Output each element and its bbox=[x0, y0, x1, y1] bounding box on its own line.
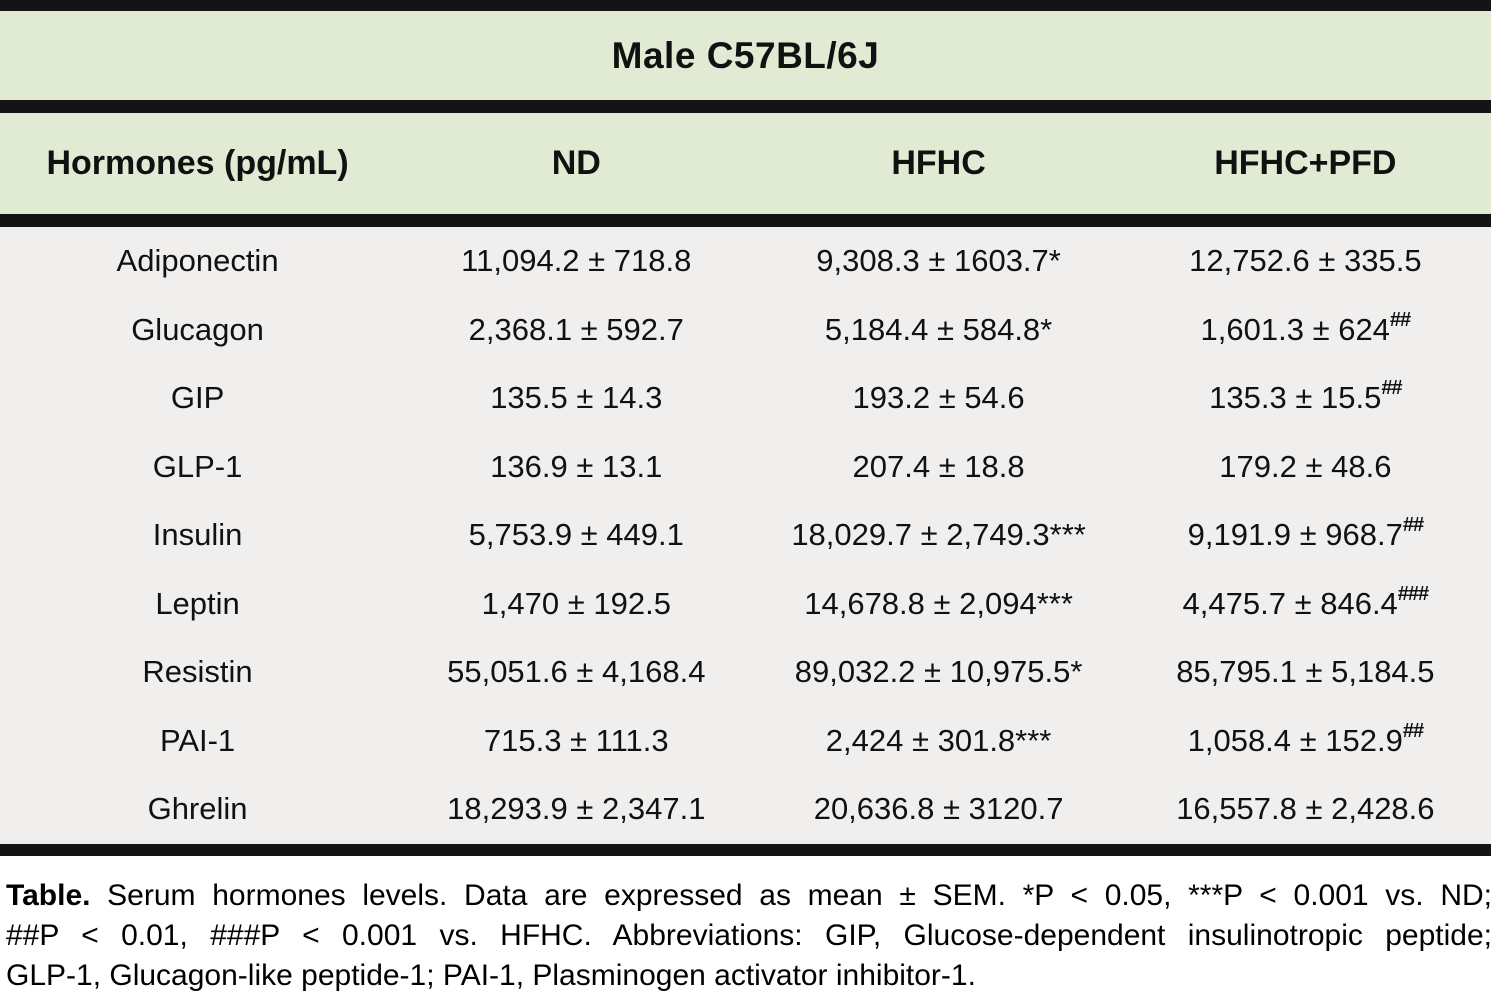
nd-value-cell: 715.3 ± 111.3 bbox=[483, 722, 669, 758]
caption-line-2: ##P < 0.01, ###P < 0.001 vs. HFHC. Abbre… bbox=[6, 918, 1492, 952]
hfhc-pfd-value-cell: 85,795.1 ± 5,184.5 bbox=[1120, 654, 1491, 690]
hormones-table: Male C57BL/6J Hormones (pg/mL) ND HFHC H… bbox=[0, 0, 1491, 856]
table-row: GIP 135.5 ± 14.3 193.2 ± 54.6 135.3 ± 15… bbox=[0, 364, 1491, 433]
column-header-nd: ND bbox=[551, 144, 601, 182]
hfhc-value-cell: 18,029.7 ± 2,749.3*** bbox=[791, 517, 1086, 553]
table-row: GLP-1 136.9 ± 13.1 207.4 ± 18.8 179.2 ± … bbox=[0, 433, 1491, 502]
table-row: PAI-1 715.3 ± 111.3 2,424 ± 301.8*** 1,0… bbox=[0, 707, 1491, 776]
hfhc-pfd-value-cell: 9,191.9 ± 968.7## bbox=[1120, 514, 1491, 553]
table-caption: Table. Serum hormones levels. Data are e… bbox=[0, 856, 1500, 993]
table-header-row: Hormones (pg/mL) ND HFHC HFHC+PFD bbox=[0, 113, 1491, 214]
nd-value-cell: 5,753.9 ± 449.1 bbox=[468, 517, 684, 553]
table-row: Glucagon 2,368.1 ± 592.7 5,184.4 ± 584.8… bbox=[0, 296, 1491, 365]
hfhc-value-cell: 14,678.8 ± 2,094*** bbox=[804, 585, 1073, 621]
hfhc-value-cell: 2,424 ± 301.8*** bbox=[825, 722, 1052, 758]
hfhc-pfd-value-text: 85,795.1 ± 5,184.5 bbox=[1176, 654, 1435, 690]
hormone-name-cell: Ghrelin bbox=[147, 791, 248, 827]
caption-line-3: GLP-1, Glucagon-like peptide-1; PAI-1, P… bbox=[6, 958, 976, 992]
hormone-name-cell: Leptin bbox=[155, 585, 240, 621]
caption-bold-prefix: Table. bbox=[6, 878, 91, 912]
hfhc-pfd-value-text: 4,475.7 ± 846.4 bbox=[1182, 585, 1398, 621]
hfhc-pfd-value-text: 1,601.3 ± 624 bbox=[1200, 311, 1390, 347]
hfhc-value-cell: 5,184.4 ± 584.8* bbox=[824, 311, 1053, 347]
table-row: Ghrelin 18,293.9 ± 2,347.1 20,636.8 ± 31… bbox=[0, 775, 1491, 844]
top-rule bbox=[0, 0, 1491, 11]
significance-superscript: ## bbox=[1402, 514, 1424, 537]
hfhc-pfd-value-text: 9,191.9 ± 968.7 bbox=[1187, 517, 1403, 553]
hormone-name-cell: Glucagon bbox=[131, 311, 264, 347]
hfhc-value-cell: 207.4 ± 18.8 bbox=[852, 448, 1025, 484]
hormone-name-cell: PAI-1 bbox=[159, 722, 236, 758]
hfhc-pfd-value-text: 179.2 ± 48.6 bbox=[1219, 448, 1392, 484]
significance-superscript: ## bbox=[1402, 719, 1424, 742]
hfhc-pfd-value-text: 12,752.6 ± 335.5 bbox=[1189, 243, 1422, 279]
header-divider-rule bbox=[0, 214, 1491, 227]
hfhc-value-cell: 89,032.2 ± 10,975.5* bbox=[794, 654, 1083, 690]
caption-line-1-text: Serum hormones levels. Data are expresse… bbox=[90, 878, 1492, 912]
hormone-name-cell: Insulin bbox=[152, 517, 243, 553]
caption-line-1: Table. Serum hormones levels. Data are e… bbox=[6, 876, 1492, 916]
table-row: Resistin 55,051.6 ± 4,168.4 89,032.2 ± 1… bbox=[0, 638, 1491, 707]
hormone-name-cell: GLP-1 bbox=[152, 448, 243, 484]
nd-value-cell: 136.9 ± 13.1 bbox=[490, 448, 663, 484]
hfhc-pfd-value-text: 16,557.8 ± 2,428.6 bbox=[1176, 791, 1435, 827]
hormone-name-cell: GIP bbox=[170, 380, 225, 416]
table-title: Male C57BL/6J bbox=[611, 34, 880, 76]
bottom-rule bbox=[0, 843, 1491, 856]
table-row: Adiponectin 11,094.2 ± 718.8 9,308.3 ± 1… bbox=[0, 227, 1491, 296]
hfhc-pfd-value-cell: 12,752.6 ± 335.5 bbox=[1120, 243, 1491, 279]
table-row: Insulin 5,753.9 ± 449.1 18,029.7 ± 2,749… bbox=[0, 501, 1491, 570]
hormone-name-cell: Resistin bbox=[142, 654, 253, 690]
column-header-hfhc-pfd: HFHC+PFD bbox=[1214, 144, 1397, 182]
significance-superscript: ## bbox=[1381, 377, 1402, 400]
hfhc-pfd-value-cell: 135.3 ± 15.5## bbox=[1120, 377, 1491, 416]
table-title-row: Male C57BL/6J bbox=[0, 11, 1491, 100]
title-divider-rule bbox=[0, 100, 1491, 113]
hfhc-pfd-value-cell: 1,601.3 ± 624## bbox=[1120, 308, 1491, 348]
significance-superscript: ### bbox=[1397, 582, 1429, 605]
column-header-hormones: Hormones (pg/mL) bbox=[46, 144, 349, 182]
nd-value-cell: 1,470 ± 192.5 bbox=[481, 585, 671, 621]
hfhc-pfd-value-cell: 16,557.8 ± 2,428.6 bbox=[1120, 791, 1491, 827]
hfhc-pfd-value-cell: 1,058.4 ± 152.9## bbox=[1120, 719, 1491, 759]
hfhc-value-cell: 9,308.3 ± 1603.7* bbox=[816, 243, 1061, 279]
hfhc-pfd-value-cell: 179.2 ± 48.6 bbox=[1120, 449, 1491, 485]
hfhc-pfd-value-cell: 4,475.7 ± 846.4### bbox=[1120, 582, 1491, 622]
nd-value-cell: 2,368.1 ± 592.7 bbox=[468, 311, 684, 347]
nd-value-cell: 11,094.2 ± 718.8 bbox=[461, 243, 692, 279]
nd-value-cell: 55,051.6 ± 4,168.4 bbox=[447, 654, 706, 690]
nd-value-cell: 18,293.9 ± 2,347.1 bbox=[447, 791, 706, 827]
significance-superscript: ## bbox=[1389, 308, 1411, 331]
table-body: Adiponectin 11,094.2 ± 718.8 9,308.3 ± 1… bbox=[0, 227, 1491, 844]
hfhc-pfd-value-text: 135.3 ± 15.5 bbox=[1209, 380, 1382, 416]
hormone-name-cell: Adiponectin bbox=[116, 243, 279, 279]
hfhc-pfd-value-text: 1,058.4 ± 152.9 bbox=[1187, 722, 1403, 758]
hfhc-value-cell: 193.2 ± 54.6 bbox=[852, 380, 1025, 416]
hfhc-value-cell: 20,636.8 ± 3120.7 bbox=[813, 791, 1064, 827]
column-header-hfhc: HFHC bbox=[891, 144, 986, 182]
table-row: Leptin 1,470 ± 192.5 14,678.8 ± 2,094***… bbox=[0, 570, 1491, 639]
nd-value-cell: 135.5 ± 14.3 bbox=[490, 380, 663, 416]
